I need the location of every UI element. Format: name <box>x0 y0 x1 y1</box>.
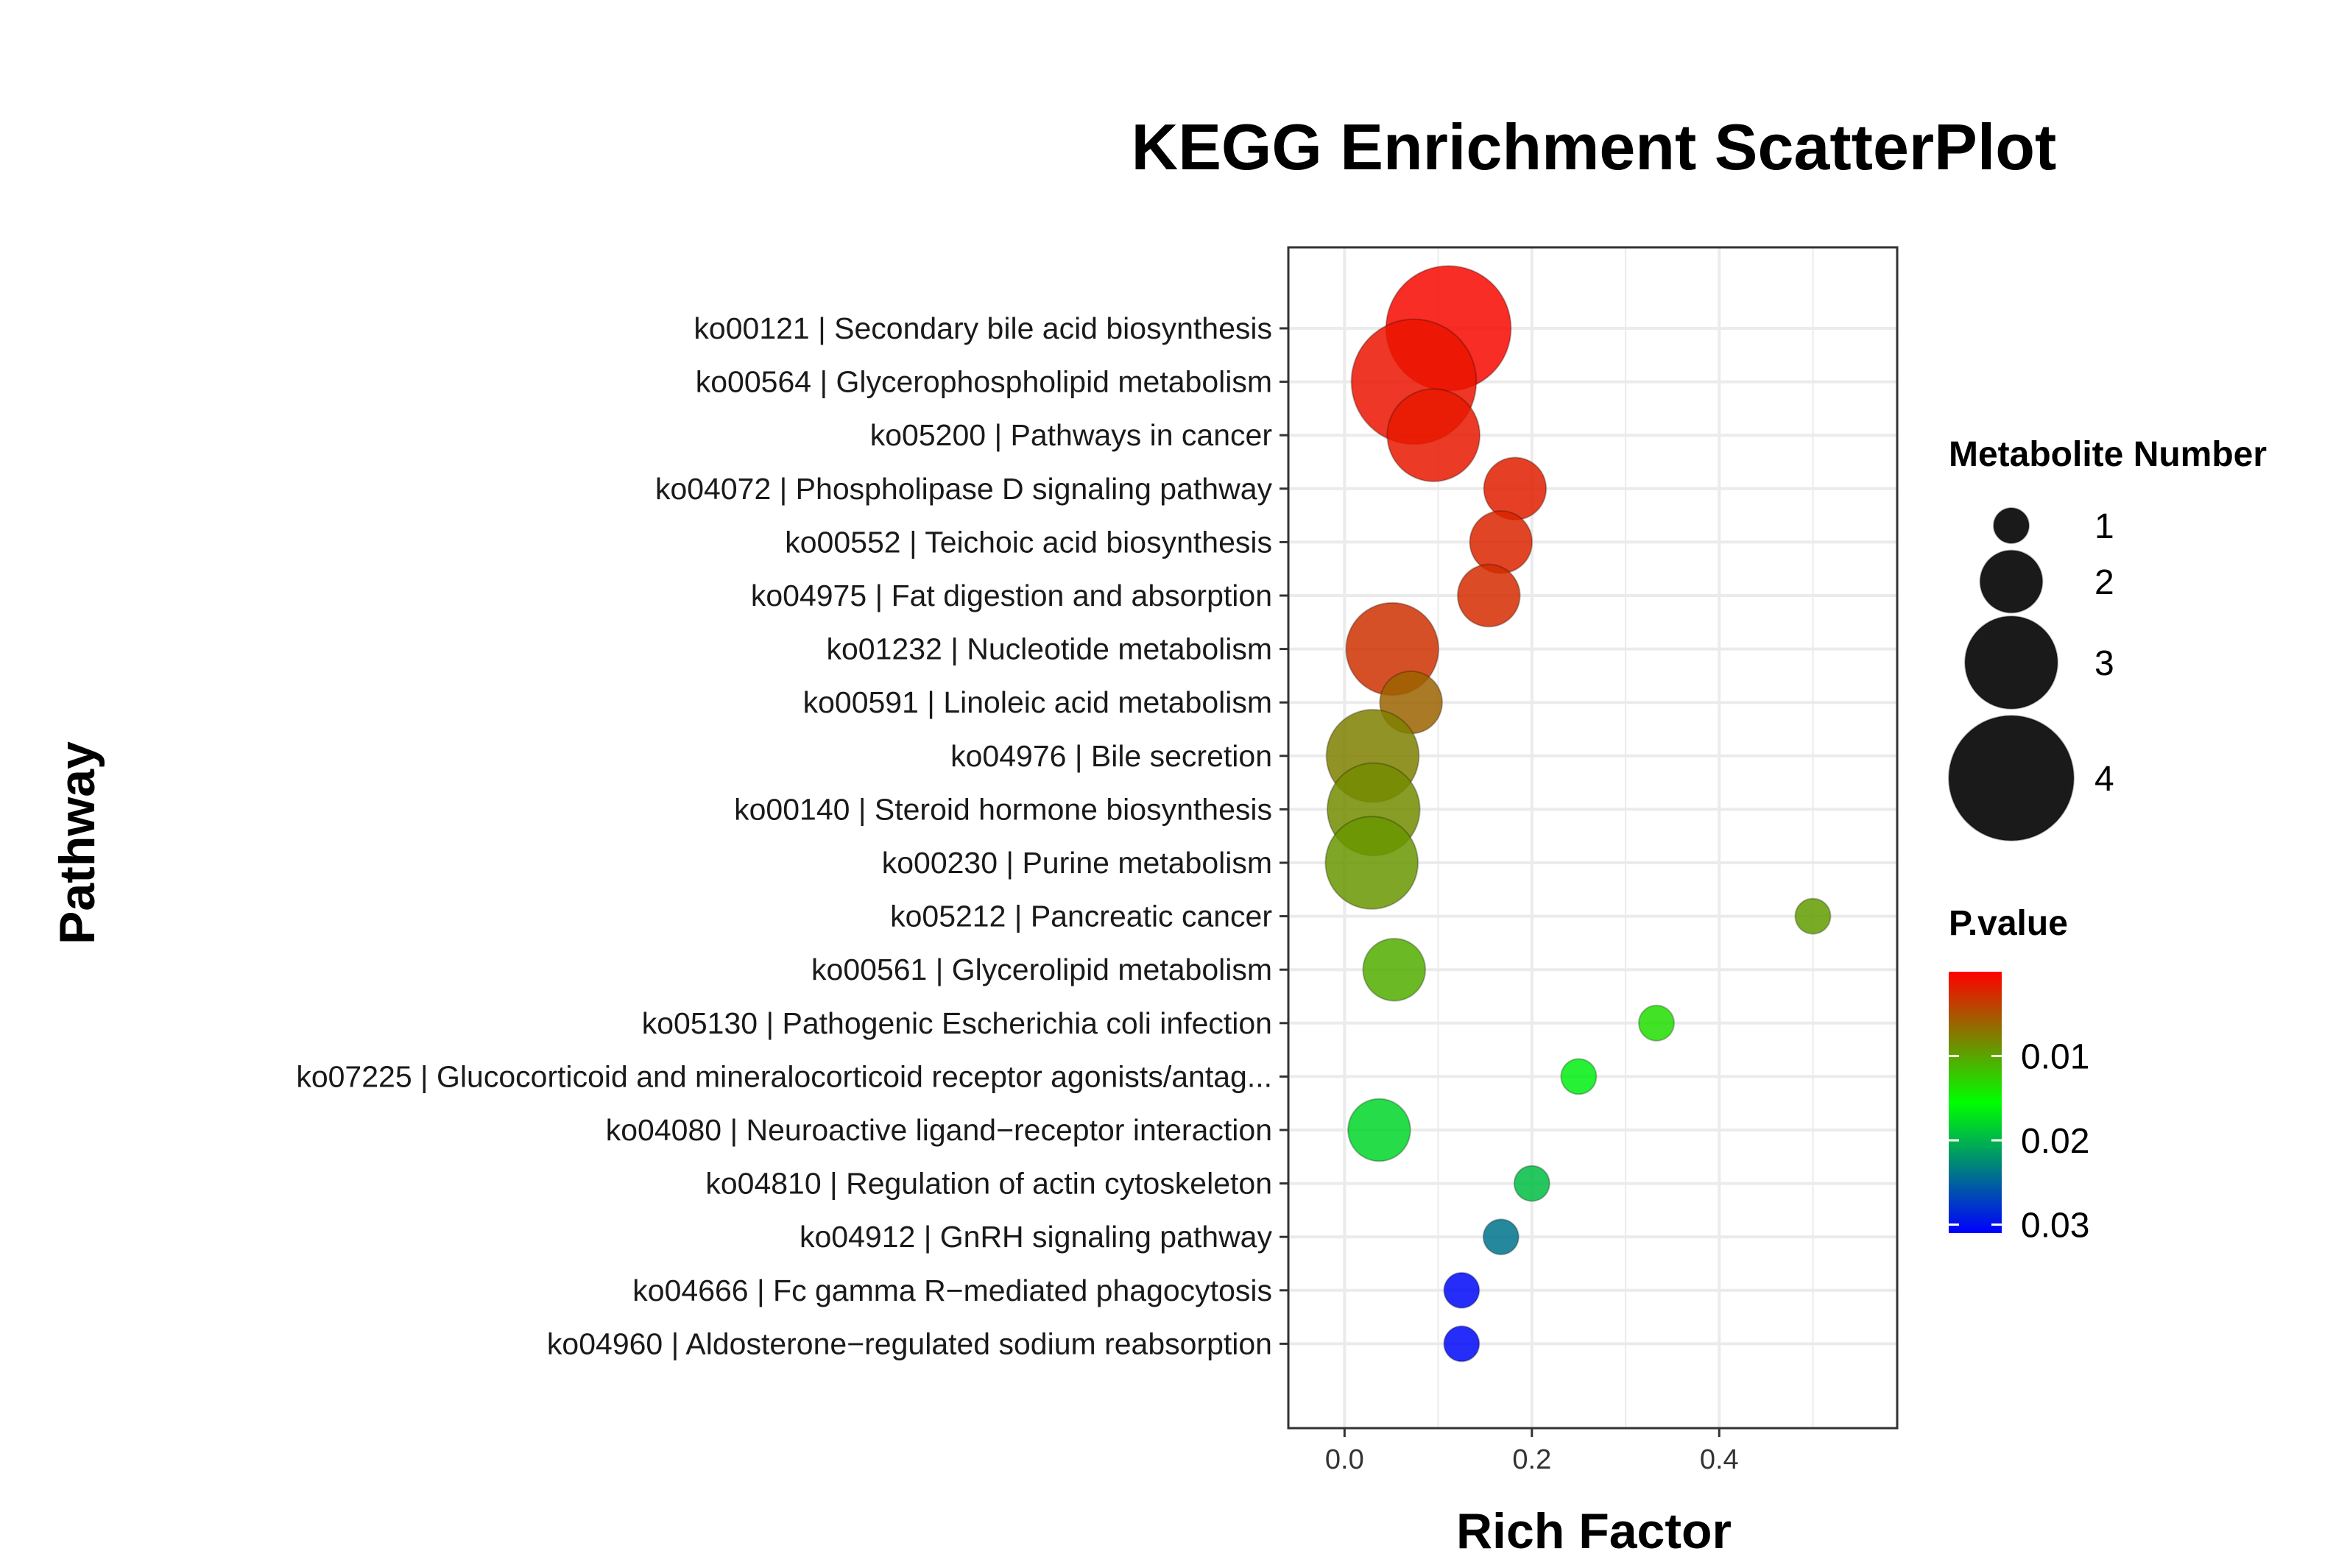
chart-title: KEGG Enrichment ScatterPlot <box>1132 110 2057 183</box>
y-tick-label: ko05130 | Pathogenic Escherichia coli in… <box>642 1006 1272 1040</box>
data-point <box>1560 1058 1598 1095</box>
data-points <box>1324 265 1832 1363</box>
data-point <box>1347 1098 1411 1162</box>
y-tick-label: ko00230 | Purine metabolism <box>882 846 1272 880</box>
plot-panel-border <box>1287 246 1899 1430</box>
data-point <box>1324 816 1419 910</box>
size-legend: Metabolite Number 1 2 3 4 <box>1948 435 2267 841</box>
y-tick-label: ko00552 | Teichoic acid biosynthesis <box>785 525 1272 559</box>
color-legend-label: 0.02 <box>2021 1122 2089 1161</box>
y-tick-label: ko04072 | Phospholipase D signaling path… <box>655 472 1273 506</box>
data-point <box>1513 1165 1550 1202</box>
size-legend-label: 4 <box>2094 760 2114 799</box>
data-point <box>1443 1325 1480 1363</box>
size-legend-key <box>1979 549 2044 614</box>
data-point <box>1386 388 1481 483</box>
y-tick-label: ko04810 | Regulation of actin cytoskelet… <box>705 1167 1272 1201</box>
y-tick-label: ko04975 | Fat digestion and absorption <box>751 579 1272 612</box>
size-legend-key <box>1948 715 2075 841</box>
y-tick-label: ko04666 | Fc gamma R−mediated phagocytos… <box>632 1274 1272 1307</box>
size-legend-key <box>1993 507 2030 544</box>
size-legend-title: Metabolite Number <box>1949 435 2267 474</box>
data-point <box>1443 1271 1480 1309</box>
data-point <box>1483 456 1547 521</box>
x-tick-label: 0.4 <box>1700 1444 1739 1475</box>
y-tick-label: ko00121 | Secondary bile acid biosynthes… <box>693 311 1272 345</box>
size-legend-label: 3 <box>2094 644 2114 683</box>
data-point <box>1482 1218 1520 1256</box>
size-legend-label: 1 <box>2094 507 2114 546</box>
color-legend: P.value 0.01 0.02 0.03 <box>1949 904 2089 1246</box>
data-point <box>1794 897 1832 935</box>
y-tick-label: ko04912 | GnRH signaling pathway <box>800 1220 1272 1254</box>
y-axis-ticks: ko00121 | Secondary bile acid biosynthes… <box>296 311 1288 1360</box>
size-legend-key <box>1964 615 2058 710</box>
data-point <box>1362 937 1427 1002</box>
data-point <box>1638 1004 1676 1042</box>
data-point <box>1456 563 1521 628</box>
y-tick-label: ko07225 | Glucocorticoid and mineralocor… <box>296 1059 1272 1093</box>
y-tick-label: ko00140 | Steroid hormone biosynthesis <box>734 792 1272 826</box>
y-tick-label: ko00561 | Glycerolipid metabolism <box>811 953 1272 986</box>
y-axis-title: Pathway <box>49 741 105 944</box>
x-tick-label: 0.2 <box>1512 1444 1551 1475</box>
y-tick-label: ko00591 | Linoleic acid metabolism <box>803 685 1272 719</box>
color-legend-label: 0.03 <box>2021 1207 2089 1246</box>
color-legend-label: 0.01 <box>2021 1038 2089 1077</box>
size-legend-label: 2 <box>2094 563 2114 602</box>
x-axis-ticks: 0.0 0.2 0.4 <box>1325 1428 1739 1475</box>
y-tick-label: ko05200 | Pathways in cancer <box>870 418 1272 452</box>
y-tick-label: ko04976 | Bile secretion <box>950 739 1272 773</box>
x-axis-title: Rich Factor <box>1456 1503 1732 1559</box>
y-tick-label: ko01232 | Nucleotide metabolism <box>827 632 1273 666</box>
x-tick-label: 0.0 <box>1325 1444 1364 1475</box>
y-tick-label: ko04960 | Aldosterone−regulated sodium r… <box>547 1327 1272 1360</box>
y-tick-label: ko05212 | Pancreatic cancer <box>890 900 1272 933</box>
data-point <box>1469 510 1534 574</box>
y-tick-label: ko04080 | Neuroactive ligand−receptor in… <box>606 1113 1272 1147</box>
color-legend-title: P.value <box>1949 904 2068 943</box>
y-tick-label: ko00564 | Glycerophospholipid metabolism <box>696 365 1272 399</box>
color-legend-gradient-bar <box>1949 972 2002 1233</box>
